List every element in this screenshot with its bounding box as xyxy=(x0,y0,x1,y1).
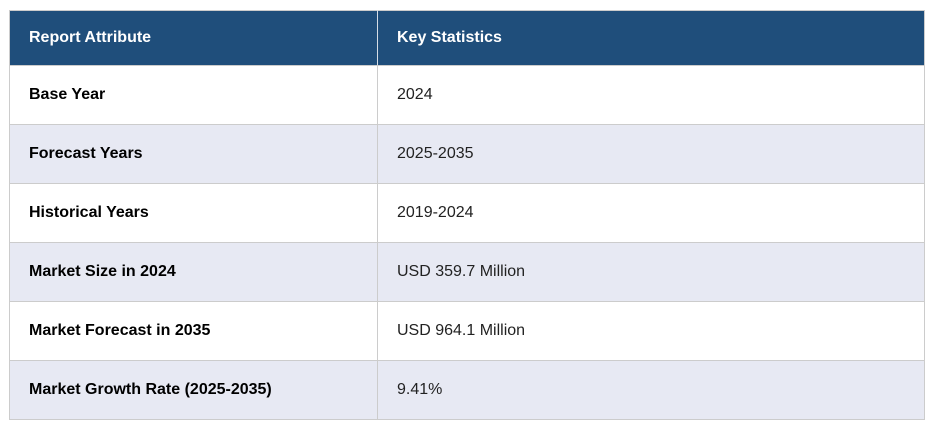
column-header-key-statistics: Key Statistics xyxy=(377,10,925,66)
report-attribute-cell: Forecast Years xyxy=(9,124,378,184)
report-attribute-cell: Market Size in 2024 xyxy=(9,242,378,302)
key-statistic-cell: 2019-2024 xyxy=(377,183,925,243)
key-statistic-cell: 9.41% xyxy=(377,360,925,420)
column-header-report-attribute: Report Attribute xyxy=(9,10,378,66)
table-row: Market Growth Rate (2025-2035) 9.41% xyxy=(9,360,925,420)
table-row: Base Year 2024 xyxy=(9,65,925,125)
table-header-row: Report Attribute Key Statistics xyxy=(9,10,925,66)
key-statistic-cell: 2024 xyxy=(377,65,925,125)
table-row: Forecast Years 2025-2035 xyxy=(9,124,925,184)
key-statistic-cell: USD 964.1 Million xyxy=(377,301,925,361)
report-attribute-cell: Historical Years xyxy=(9,183,378,243)
key-statistic-cell: 2025-2035 xyxy=(377,124,925,184)
table-row: Market Size in 2024 USD 359.7 Million xyxy=(9,242,925,302)
report-attribute-cell: Market Forecast in 2035 xyxy=(9,301,378,361)
table-row: Historical Years 2019-2024 xyxy=(9,183,925,243)
report-attribute-cell: Market Growth Rate (2025-2035) xyxy=(9,360,378,420)
key-statistic-cell: USD 359.7 Million xyxy=(377,242,925,302)
report-summary-table: Report Attribute Key Statistics Base Yea… xyxy=(9,10,925,420)
report-attribute-cell: Base Year xyxy=(9,65,378,125)
table-row: Market Forecast in 2035 USD 964.1 Millio… xyxy=(9,301,925,361)
